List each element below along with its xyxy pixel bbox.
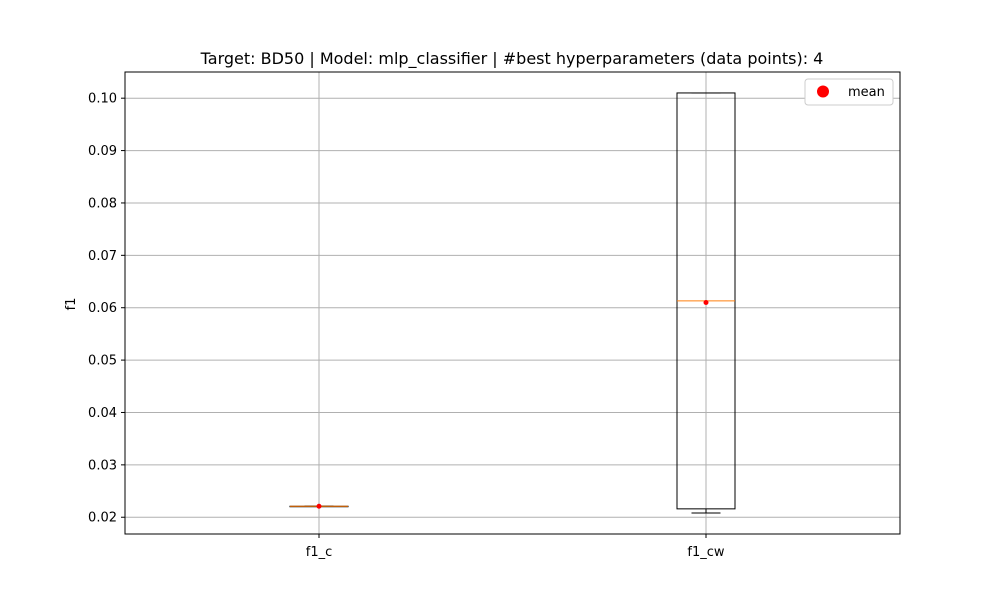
box-series <box>289 92 736 514</box>
box-f1_c <box>289 503 349 509</box>
y-tick-label: 0.06 <box>88 301 117 316</box>
y-axis-label: f1 <box>64 298 79 311</box>
legend-box <box>804 78 894 106</box>
y-tick-label: 0.04 <box>88 406 117 421</box>
y-tick-label: 0.07 <box>88 249 117 264</box>
axis-ticks: 0.02 0.03 0.04 0.05 0.06 0.07 0.08 0.09 0.10 f1_c… <box>88 92 725 560</box>
y-tick-label: 0.10 <box>88 92 117 107</box>
mean-marker <box>703 299 709 305</box>
legend-mean-marker <box>817 85 829 98</box>
mean-marker <box>316 503 322 509</box>
chart-title: Target: BD50 | Model: mlp_classifier | #… <box>200 49 824 69</box>
legend: mean <box>804 78 894 106</box>
x-tick-label: f1_cw <box>687 545 724 560</box>
legend-label-mean: mean <box>848 85 885 100</box>
y-tick-label: 0.05 <box>88 354 117 369</box>
y-tick-label: 0.08 <box>88 196 117 211</box>
y-tick-label: 0.02 <box>88 511 117 526</box>
plot-area-frame <box>124 71 901 535</box>
grid-lines <box>125 72 900 534</box>
box-f1_cw <box>676 92 736 514</box>
x-tick-label: f1_c <box>306 545 333 560</box>
y-tick-label: 0.09 <box>88 144 117 159</box>
y-tick-label: 0.03 <box>88 458 117 473</box>
